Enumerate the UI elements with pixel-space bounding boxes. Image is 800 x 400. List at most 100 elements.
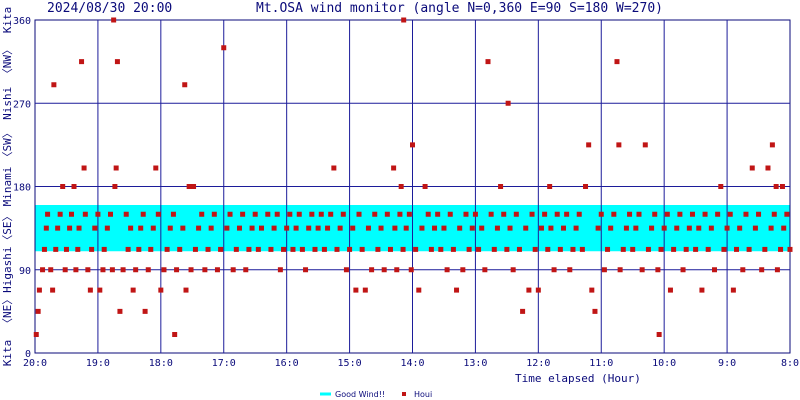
data-point	[337, 225, 343, 231]
x-tick-label: 20:0	[23, 358, 47, 369]
data-point	[505, 100, 511, 106]
data-point	[444, 267, 450, 273]
data-point	[73, 267, 79, 273]
data-point	[387, 246, 393, 252]
data-point	[309, 211, 315, 217]
data-point	[535, 287, 541, 293]
data-point	[686, 225, 692, 231]
data-point	[109, 267, 115, 273]
data-point	[598, 211, 604, 217]
y-tick-label: 180	[13, 183, 31, 194]
data-point	[353, 287, 359, 293]
data-point	[683, 246, 689, 252]
data-point	[410, 142, 415, 148]
data-point	[583, 184, 589, 189]
data-point	[724, 225, 730, 231]
data-point	[284, 225, 290, 231]
data-point	[595, 225, 601, 231]
data-point	[35, 308, 41, 314]
data-point	[45, 211, 51, 217]
data-point	[768, 225, 774, 231]
y-tick-label: 0	[25, 349, 31, 360]
data-point	[520, 308, 526, 314]
data-point	[331, 165, 337, 171]
data-point	[457, 225, 463, 231]
data-point	[123, 211, 129, 217]
data-point	[113, 165, 119, 171]
data-point	[114, 59, 120, 65]
data-point	[230, 267, 236, 273]
data-point	[406, 211, 412, 217]
data-point	[454, 287, 460, 293]
data-point	[50, 287, 56, 293]
data-point	[268, 246, 274, 252]
data-point	[639, 267, 645, 273]
data-point	[526, 287, 532, 293]
data-point	[516, 246, 522, 252]
data-point	[362, 287, 368, 293]
data-point	[397, 211, 403, 217]
data-point	[649, 225, 655, 231]
data-point	[76, 225, 82, 231]
data-point	[170, 211, 176, 217]
data-point	[211, 211, 217, 217]
data-point	[447, 211, 453, 217]
data-point	[79, 59, 85, 65]
data-point	[476, 246, 482, 252]
data-point	[542, 211, 548, 217]
data-point	[43, 225, 49, 231]
data-point	[57, 211, 63, 217]
y-direction-label: 〈SW〉	[1, 127, 14, 162]
legend: Good Wind!! Houi	[320, 390, 432, 399]
data-point	[153, 165, 159, 171]
data-point	[293, 225, 299, 231]
chart-title: Mt.OSA wind monitor (angle N=0,360 E=90 …	[256, 1, 663, 16]
data-point	[214, 267, 220, 273]
data-point	[746, 246, 752, 252]
data-point	[740, 267, 746, 273]
x-tick-label: 11:0	[589, 358, 613, 369]
x-tick-label: 12:0	[526, 358, 550, 369]
data-point	[554, 211, 560, 217]
data-point	[696, 225, 702, 231]
data-point	[611, 211, 617, 217]
data-point	[315, 225, 321, 231]
x-tick-labels: 20:0 19:0 18:0 17:0 16:0 15:0 14:0 13:0 12:0 11:0…	[23, 358, 799, 369]
data-point	[432, 225, 438, 231]
data-point	[55, 225, 61, 231]
x-axis-label: Time elapsed (Hour)	[515, 372, 641, 385]
data-point	[161, 267, 167, 273]
data-point	[240, 211, 246, 217]
data-point	[71, 184, 77, 189]
data-point	[784, 211, 790, 217]
data-point	[708, 225, 714, 231]
data-point	[689, 211, 695, 217]
data-point	[81, 165, 87, 171]
data-point	[658, 246, 664, 252]
data-point	[749, 165, 755, 171]
legend-houi-swatch	[402, 392, 406, 396]
data-point	[400, 246, 406, 252]
data-point	[97, 287, 103, 293]
data-point	[375, 246, 381, 252]
data-point	[671, 246, 677, 252]
data-point	[532, 246, 538, 252]
y-tick-label: 270	[13, 99, 31, 110]
data-point	[737, 225, 743, 231]
data-point	[636, 211, 642, 217]
data-point	[589, 287, 595, 293]
data-point	[303, 267, 309, 273]
data-point	[579, 246, 585, 252]
data-point	[592, 308, 598, 314]
data-point	[120, 267, 126, 273]
data-point	[296, 211, 302, 217]
data-point	[82, 211, 88, 217]
data-point	[259, 225, 264, 231]
data-point	[778, 246, 784, 252]
data-point	[51, 82, 57, 88]
x-tick-label: 8:0	[781, 358, 799, 369]
data-point	[369, 267, 375, 273]
data-point	[321, 246, 327, 252]
data-point	[125, 246, 131, 252]
